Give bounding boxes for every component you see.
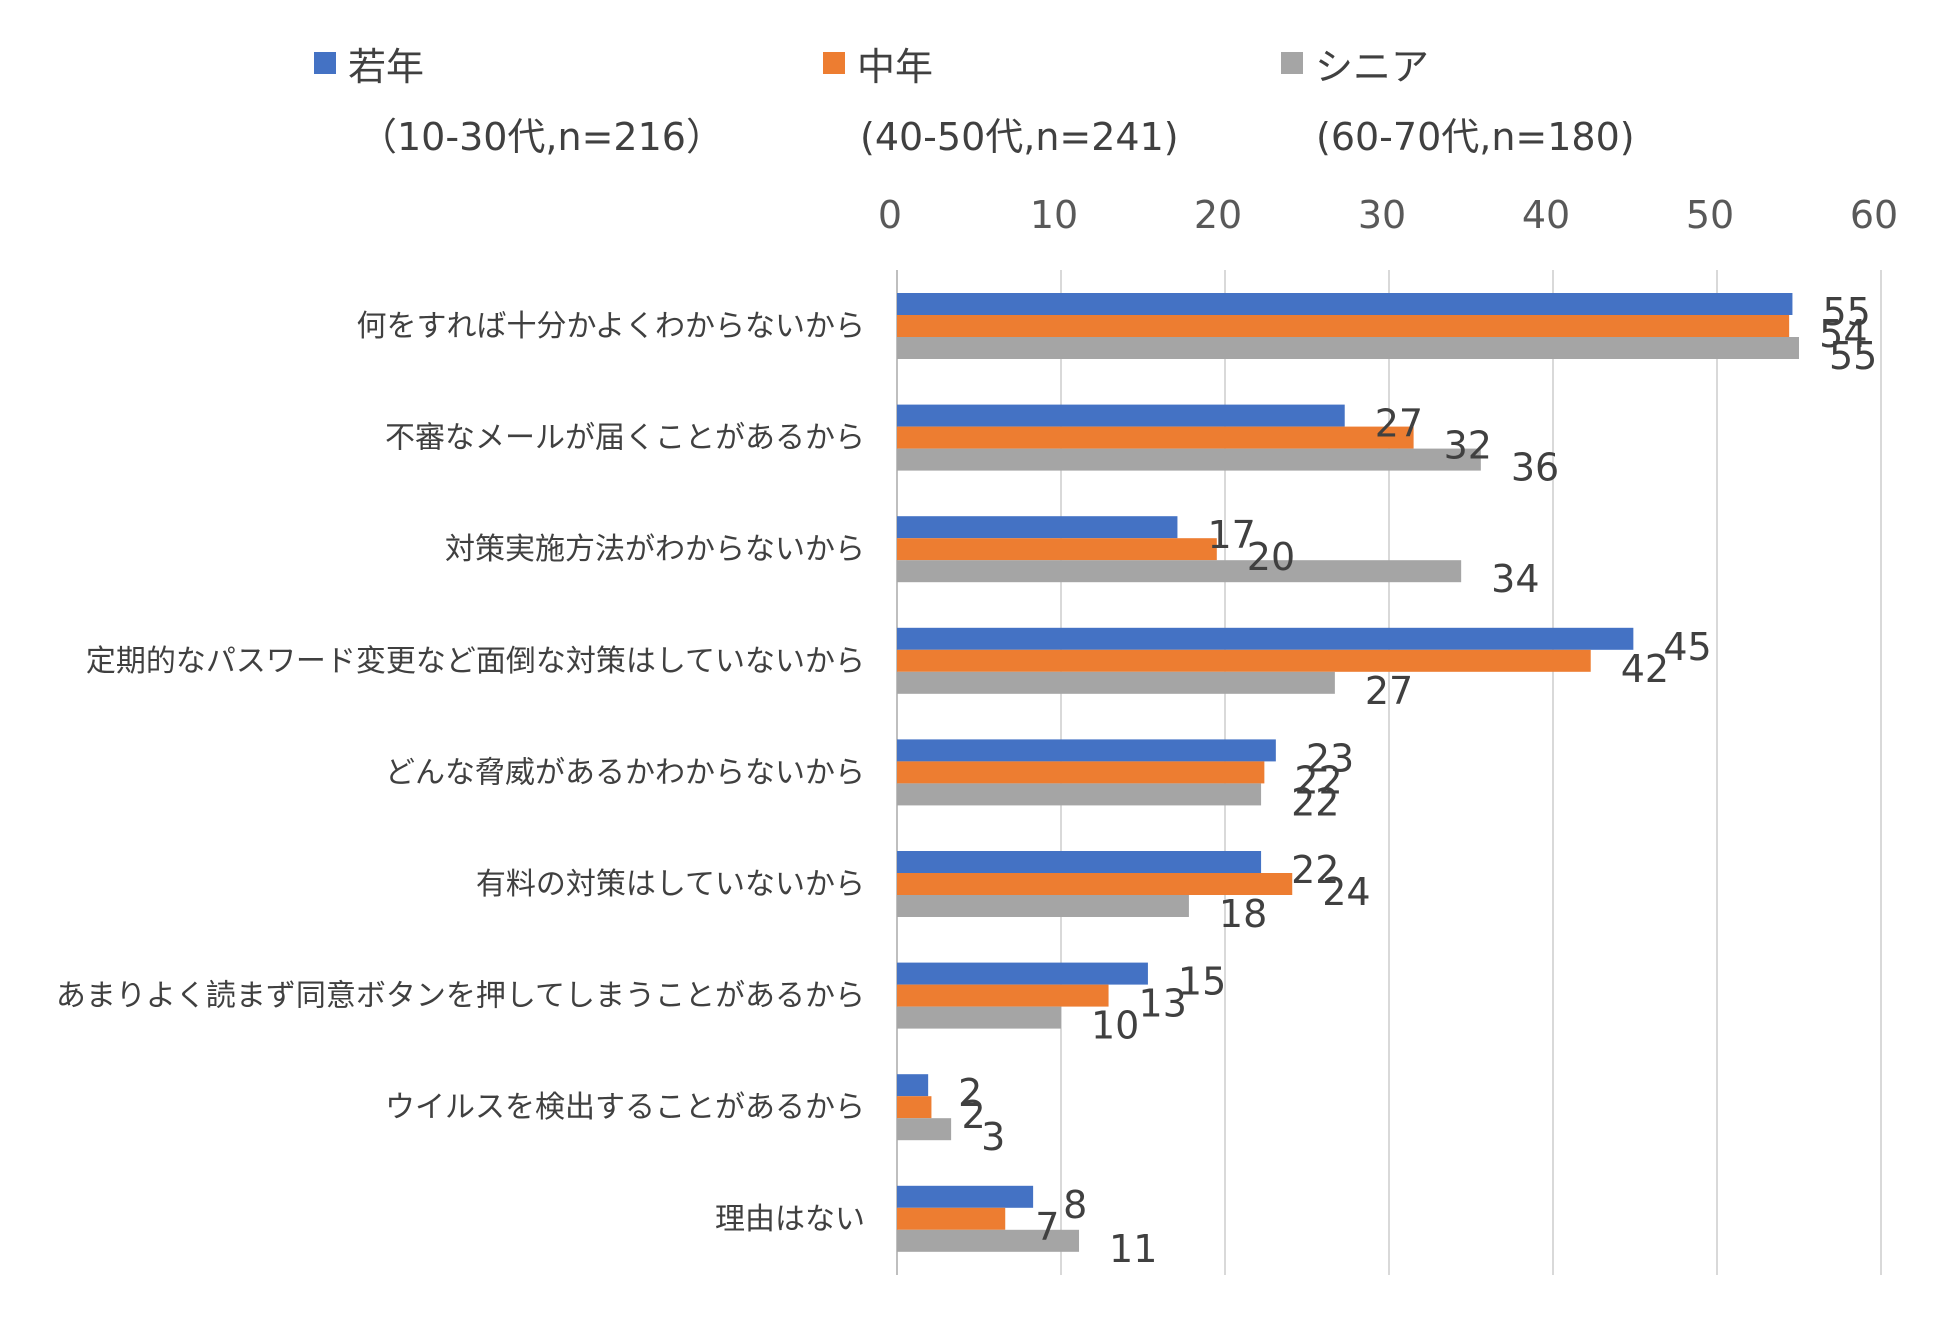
bar-5-2 [897,761,1265,784]
bar-1-3 [897,337,1799,359]
legend-subtitle-2: (40-50代,n=241) [860,115,1179,159]
bars [897,293,1799,1252]
bar-3-2 [897,538,1217,561]
bar-1-1 [897,293,1793,315]
bar-2-2 [897,426,1414,449]
tick-label-50: 50 [1686,193,1734,237]
data-label-6-2: 24 [1322,870,1370,914]
data-label-6-3: 18 [1219,892,1267,936]
tick-label-10: 10 [1030,193,1078,237]
category-label-8: ウイルスを検出することがあるから [385,1090,865,1125]
tick-label-30: 30 [1358,193,1406,237]
bar-3-3 [897,560,1462,583]
bar-2-1 [897,404,1345,427]
category-label-4: 定期的なパスワード変更など面倒な対策はしていないから [86,644,865,679]
data-label-3-2: 20 [1247,535,1295,579]
category-label-1: 何をすれば十分かよくわからないから [357,309,866,344]
legend-subtitle-1: （10-30代,n=216） [359,115,724,159]
data-label-3-3: 34 [1491,557,1539,601]
category-label-2: 不審なメールが届くことがあるから [385,421,865,456]
category-label-5: どんな脅威があるかわからないから [385,755,865,790]
tick-label-60: 60 [1850,193,1898,237]
category-label-6: 有料の対策はしていないから [476,867,865,902]
data-label-5-3: 22 [1291,780,1339,824]
data-label-9-3: 11 [1109,1227,1157,1271]
bar-2-3 [897,448,1481,471]
tick-label-20: 20 [1194,193,1242,237]
data-label-5-1: 23 [1306,736,1354,780]
bar-6-2 [897,873,1293,895]
legend-swatch-1 [314,52,336,74]
legend-subtitle-3: (60-70代,n=180) [1316,115,1635,159]
bar-9-1 [897,1185,1034,1208]
bar-8-2 [897,1096,932,1119]
bar-8-1 [897,1074,929,1097]
legend-swatch-3 [1281,52,1303,74]
data-label-3-1: 17 [1207,513,1255,557]
category-label-7: あまりよく読まず同意ボタンを押してしまうことがあるから [56,979,865,1014]
data-label-4-2: 42 [1621,647,1669,691]
tick-label-40: 40 [1522,193,1570,237]
bar-9-2 [897,1207,1006,1230]
bar-7-1 [897,962,1148,985]
category-labels: 何をすれば十分かよくわからないから不審なメールが届くことがあるから対策実施方法が… [56,309,865,1237]
bar-1-2 [897,315,1790,337]
bar-3-1 [897,516,1178,539]
category-label-9: 理由はない [715,1202,865,1237]
bar-9-3 [897,1229,1080,1252]
data-label-1-2: 54 [1819,312,1867,356]
bar-4-3 [897,671,1335,694]
legend-label-2: 中年 [857,45,933,89]
data-label-9-1: 8 [1063,1183,1087,1227]
data-label-7-3: 10 [1091,1004,1139,1048]
data-label-4-3: 27 [1365,669,1413,713]
bar-7-2 [897,984,1109,1007]
bar-7-3 [897,1006,1061,1029]
category-label-3: 対策実施方法がわからないから [445,532,865,567]
legend-label-3: シニア [1315,45,1429,89]
data-label-4-1: 45 [1663,625,1711,669]
data-label-5-2: 22 [1294,758,1342,802]
data-label-6-1: 22 [1291,848,1339,892]
data-label-8-3: 3 [981,1115,1005,1159]
bar-6-1 [897,851,1262,873]
bar-6-3 [897,895,1189,917]
legend: 若年 （10-30代,n=216） 中年 (40-50代,n=241) シニア (60-7… [314,45,1635,159]
data-label-1-3: 55 [1829,334,1877,378]
legend-swatch-2 [823,52,845,74]
x-axis-ticks: 0 10 20 30 40 50 60 [878,193,1898,237]
data-label-1-1: 55 [1822,290,1870,334]
data-label-2-1: 27 [1375,402,1423,446]
bar-5-1 [897,739,1276,762]
data-label-8-2: 2 [961,1093,985,1137]
bar-4-1 [897,627,1634,650]
data-label-8-1: 2 [958,1071,982,1115]
legend-label-1: 若年 [348,45,424,89]
data-label-2-3: 36 [1511,446,1559,490]
bar-4-2 [897,649,1591,672]
data-label-7-2: 13 [1139,982,1187,1026]
data-label-9-2: 7 [1035,1205,1059,1249]
bar-5-3 [897,783,1262,806]
tick-label-0: 0 [878,193,902,237]
data-label-2-2: 32 [1444,424,1492,468]
bar-8-3 [897,1118,952,1141]
data-label-7-1: 15 [1178,960,1226,1004]
